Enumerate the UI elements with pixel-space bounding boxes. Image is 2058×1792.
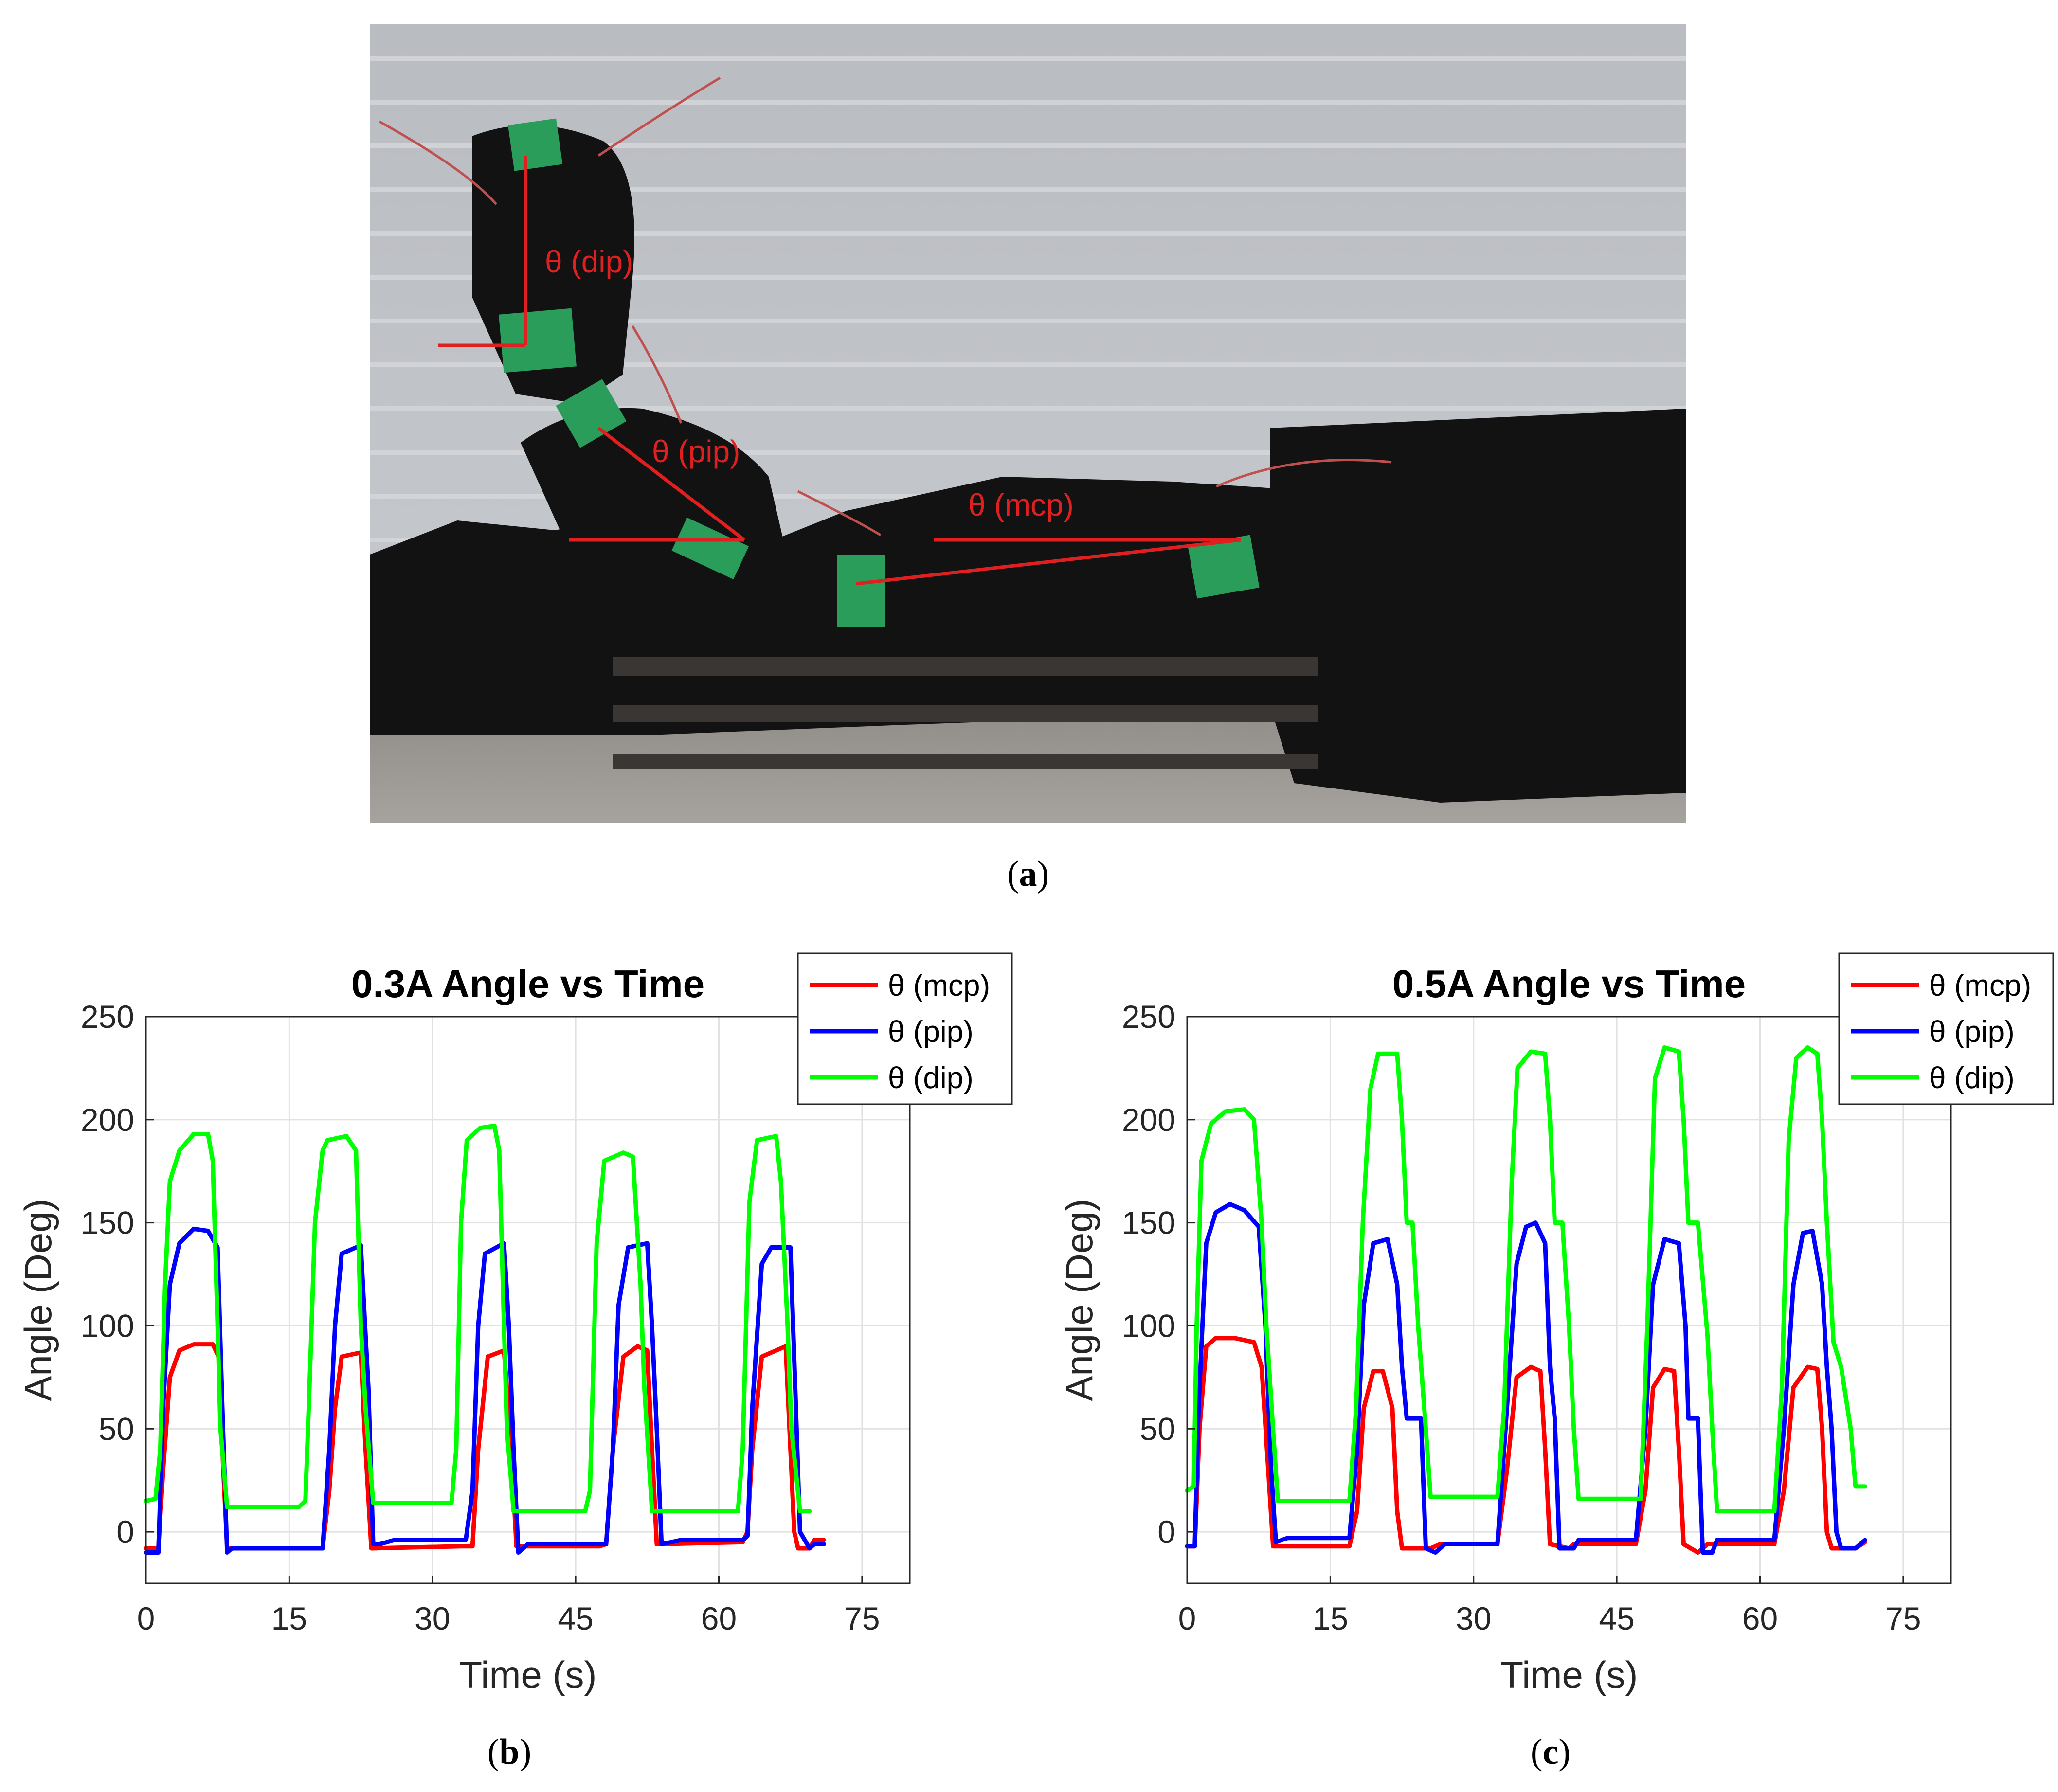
x-axis-label: Time (s): [1500, 1653, 1638, 1696]
angle-labels: θ (dip) θ (pip) θ (mcp): [545, 244, 1074, 522]
y-tick-label: 50: [1140, 1411, 1175, 1447]
chart-0.3A: 0 15 30 45 60 75 0 50 100 150 200 250 Time (s) Angle …: [17, 952, 1013, 1696]
legend-label: θ (dip): [1929, 1061, 2015, 1095]
legend-label: θ (pip): [1929, 1015, 2015, 1049]
caption-b-letter: b: [499, 1732, 520, 1772]
x-tick-label: 30: [1456, 1600, 1491, 1636]
y-tick-label: 0: [116, 1514, 134, 1550]
y-tick-label: 150: [1122, 1205, 1175, 1241]
legend-label: θ (pip): [888, 1015, 974, 1049]
x-tick-label: 30: [415, 1600, 450, 1636]
x-tick-label: 0: [137, 1600, 155, 1636]
y-tick-label: 100: [81, 1308, 134, 1344]
y-tick-label: 200: [1122, 1102, 1175, 1138]
legend: θ (mcp) θ (pip) θ (dip): [1838, 952, 2054, 1105]
series-line-dip: [144, 1124, 812, 1514]
x-tick-label: 45: [1599, 1600, 1634, 1636]
plot-area: [146, 1017, 910, 1583]
legend-label: θ (mcp): [1929, 969, 2031, 1003]
y-tick-label: 150: [81, 1205, 134, 1241]
finger-photo: θ (dip) θ (pip) θ (mcp): [370, 24, 1686, 823]
x-tick-label: 60: [1742, 1600, 1778, 1636]
label-theta-mcp: θ (mcp): [968, 487, 1074, 522]
label-theta-dip: θ (dip): [545, 244, 633, 279]
angle-lines: [438, 156, 1241, 586]
legend-label: θ (mcp): [888, 969, 990, 1003]
finger-base-rails: [613, 657, 1318, 769]
y-tick-label: 200: [81, 1102, 134, 1138]
x-axis-label: Time (s): [459, 1653, 596, 1696]
caption-a-letter: a: [1019, 854, 1037, 894]
caption-c-letter: c: [1542, 1732, 1559, 1772]
caption-c: (c): [1530, 1732, 1571, 1772]
chart-title: 0.5A Angle vs Time: [1392, 962, 1746, 1005]
tendon-strings: [379, 76, 1392, 537]
y-tick-label: 0: [1157, 1514, 1175, 1550]
series-line-pip: [1185, 1202, 1867, 1555]
axes-box: [1186, 1016, 1952, 1584]
x-tick-label: 60: [701, 1600, 737, 1636]
series-line-dip: [1185, 1045, 1867, 1514]
legend: θ (mcp) θ (pip) θ (dip): [797, 952, 1013, 1105]
x-tick-label: 75: [844, 1600, 880, 1636]
y-tick-label: 250: [1122, 999, 1175, 1035]
x-tick-label: 0: [1178, 1600, 1196, 1636]
caption-a: (a): [1007, 854, 1049, 894]
y-axis-label: Angle (Deg): [17, 1199, 59, 1401]
label-theta-pip: θ (pip): [652, 434, 740, 469]
chart-title: 0.3A Angle vs Time: [351, 962, 704, 1005]
y-axis-label: Angle (Deg): [1058, 1199, 1101, 1401]
green-markers: [499, 118, 1260, 627]
series-line-pip: [144, 1226, 826, 1555]
x-tick-label: 15: [271, 1600, 307, 1636]
chart-0.5A: 0 15 30 45 60 75 0 50 100 150 200 250 Time (s) Angle …: [1058, 952, 2054, 1696]
caption-b: (b): [487, 1732, 532, 1772]
axes-box: [145, 1016, 911, 1584]
y-tick-label: 50: [99, 1411, 134, 1447]
x-tick-label: 15: [1313, 1600, 1348, 1636]
x-tick-label: 45: [558, 1600, 593, 1636]
legend-label: θ (dip): [888, 1061, 974, 1095]
y-tick-label: 100: [1122, 1308, 1175, 1344]
x-tick-label: 75: [1885, 1600, 1921, 1636]
y-tick-label: 250: [81, 999, 134, 1035]
series-line-mcp: [1185, 1336, 1867, 1555]
